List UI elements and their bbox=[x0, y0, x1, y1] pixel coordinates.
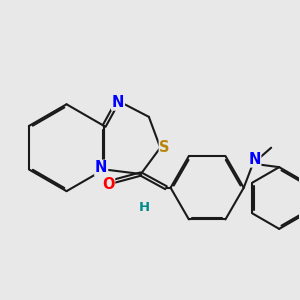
Text: N: N bbox=[95, 160, 107, 175]
Text: O: O bbox=[102, 178, 114, 193]
Text: S: S bbox=[160, 140, 170, 155]
Text: N: N bbox=[112, 95, 124, 110]
Text: N: N bbox=[248, 152, 261, 167]
Text: H: H bbox=[139, 201, 150, 214]
